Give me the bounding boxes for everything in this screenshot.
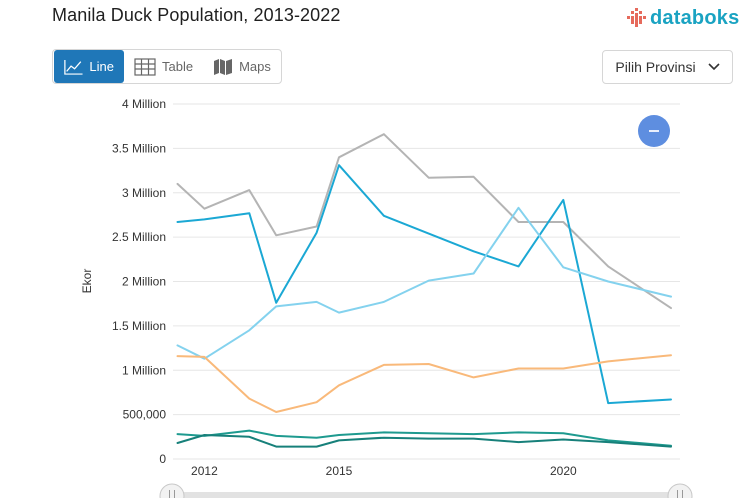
tab-line-label: Line [89,59,114,74]
province-select[interactable]: Pilih Provinsi [602,50,733,84]
y-tick-label: 2.5 Million [112,230,166,244]
tab-maps[interactable]: Maps [203,50,281,83]
minus-icon [649,130,659,132]
series-line-5[interactable] [176,429,672,447]
series-lines [176,133,672,448]
range-slider[interactable] [159,483,693,498]
tab-line[interactable]: Line [54,50,124,83]
chevron-down-icon [707,63,720,71]
y-tick-label: 0 [159,452,166,466]
y-tick-label: 500,000 [123,408,167,422]
tab-table[interactable]: Table [124,50,203,83]
y-axis-ticks: 0 500,000 1 Million 1.5 Million 2 Million 2.5… [112,97,166,466]
range-slider-track[interactable] [172,492,680,498]
databoks-logo-icon [627,8,646,27]
x-tick-label: 2012 [191,464,218,478]
y-tick-label: 1 Million [122,363,166,377]
series-line-2[interactable] [176,164,672,405]
map-icon [214,58,233,75]
series-line-1[interactable] [176,133,672,310]
province-select-label: Pilih Provinsi [615,59,696,75]
y-tick-label: 1.5 Million [112,319,166,333]
tab-table-label: Table [162,59,194,74]
series-line-4[interactable] [176,354,672,413]
series-line-6[interactable] [176,434,672,448]
y-tick-label: 3 Million [122,186,166,200]
tab-maps-label: Maps [239,59,271,74]
chart-title: Manila Duck Population, 2013-2022 [52,5,341,25]
x-axis-ticks: 2012 2015 2020 [191,464,577,478]
x-tick-label: 2015 [326,464,353,478]
table-icon [134,57,156,76]
y-tick-label: 3.5 Million [112,141,166,155]
view-tabs: Line Table Maps [52,49,282,84]
range-slider-left-handle[interactable] [159,483,185,498]
zoom-reset-button[interactable] [638,115,670,147]
y-axis-label: Ekor [80,269,94,294]
y-tick-label: 2 Million [122,275,166,289]
brand-name: databoks [650,6,740,29]
range-slider-right-handle[interactable] [667,483,693,498]
series-line-3[interactable] [176,206,672,360]
y-tick-label: 4 Million [122,97,166,111]
brand-logo: databoks [626,6,739,30]
line-chart-icon [64,59,83,75]
x-tick-label: 2020 [550,464,577,478]
